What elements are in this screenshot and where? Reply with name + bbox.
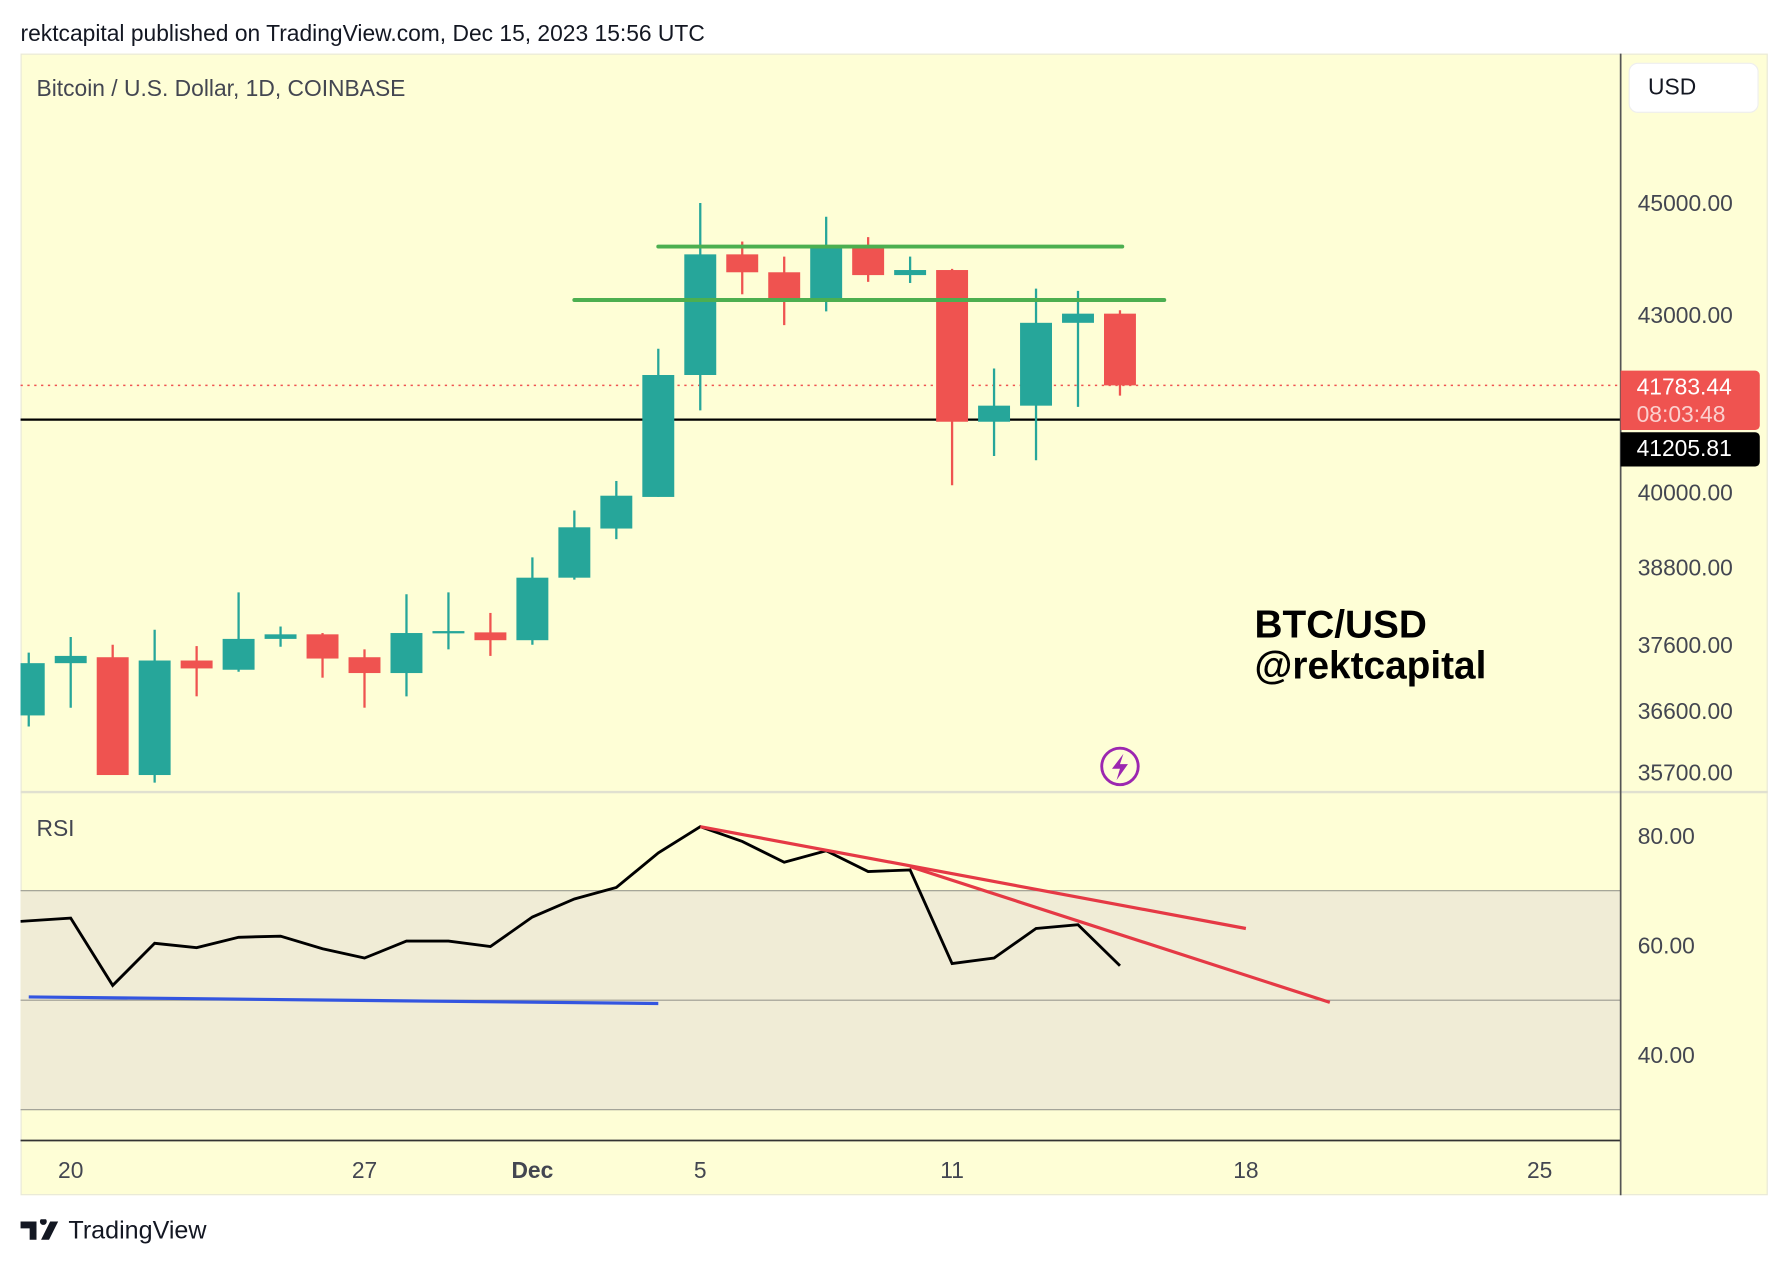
- candle-body: [264, 634, 297, 639]
- tradingview-logo-icon: [20, 1219, 59, 1240]
- candle-body: [726, 254, 759, 273]
- candle-2023-11-21: [96, 644, 129, 776]
- rsi-trendline-blue: [28, 995, 659, 1006]
- candle-2023-11-26: [306, 633, 339, 678]
- candle-body: [768, 272, 801, 300]
- watermark-line1: BTC/USD: [1254, 603, 1427, 647]
- candle-2023-12-07: [768, 256, 801, 326]
- plot-area: [20, 203, 1621, 1111]
- candle-2023-12-15: [1104, 310, 1136, 396]
- symbol-title: Bitcoin / U.S. Dollar, 1D, COINBASE: [36, 76, 406, 102]
- rsi-line: [20, 825, 1121, 988]
- price-tick-label: 38800.00: [1638, 555, 1733, 581]
- lightning-bolt-icon[interactable]: [1100, 746, 1140, 787]
- candle-2023-11-23: [180, 646, 213, 697]
- candle-body: [936, 270, 969, 422]
- candle-2023-11-25: [264, 626, 297, 647]
- price-tick-label: 43000.00: [1638, 302, 1733, 328]
- candle-body: [600, 495, 633, 529]
- time-tick-label: 18: [1233, 1157, 1258, 1183]
- candle-body: [306, 634, 339, 659]
- candle-body: [642, 374, 675, 497]
- rsi-tick-label: 40.00: [1638, 1042, 1695, 1068]
- candle-body: [978, 405, 1011, 422]
- candle-body: [180, 660, 213, 669]
- rsi-tick-label: 60.00: [1638, 932, 1695, 958]
- candle-body: [894, 270, 927, 276]
- time-tick-label: 11: [940, 1157, 964, 1183]
- candle-body: [558, 527, 591, 578]
- time-tick-label: 27: [352, 1157, 377, 1183]
- candle-2023-11-20: [54, 636, 87, 708]
- last-price-label: 41783.44 08:03:48: [1620, 370, 1760, 430]
- rsi-tick-label: 80.00: [1638, 823, 1695, 849]
- candle-2023-11-29: [432, 592, 465, 650]
- price-tick-label: 37600.00: [1638, 632, 1733, 658]
- candle-2023-11-28: [390, 594, 423, 697]
- candle-2023-12-08: [810, 216, 843, 312]
- time-tick-label: Dec: [511, 1157, 553, 1183]
- candle-2023-12-11: [936, 268, 969, 486]
- candle-2023-12-12: [978, 368, 1011, 457]
- currency-button[interactable]: USD: [1628, 62, 1759, 113]
- rsi-trendline-red: [699, 825, 1247, 931]
- candle-2023-12-14: [1062, 290, 1094, 407]
- candle-body: [96, 657, 129, 776]
- price-tick-label: 36600.00: [1638, 698, 1733, 724]
- candle-2023-12-01: [516, 557, 549, 645]
- candle-body: [348, 657, 381, 674]
- candle-body: [222, 638, 255, 670]
- candle-body: [390, 633, 423, 674]
- alert-bolt: [1111, 753, 1128, 781]
- horizontal-line-price-label: 41205.81: [1620, 432, 1760, 467]
- alert-circle: [1100, 746, 1140, 787]
- time-tick-label: 20: [58, 1157, 83, 1183]
- candle-body: [1062, 313, 1094, 323]
- candle-body: [474, 632, 507, 641]
- candle-2023-11-27: [348, 649, 381, 708]
- candle-2023-11-24: [222, 592, 255, 672]
- time-tick-label: 25: [1527, 1157, 1552, 1183]
- publish-header: rektcapital published on TradingView.com…: [20, 21, 705, 47]
- candle-body: [138, 660, 171, 776]
- candle-body: [1104, 313, 1136, 386]
- time-tick-label: 5: [694, 1157, 707, 1183]
- price-tick-label: 40000.00: [1638, 480, 1733, 506]
- candle-2023-12-03: [600, 480, 633, 540]
- footer-brand: TradingView: [68, 1215, 207, 1245]
- last-price-value: 41783.44: [1636, 375, 1732, 401]
- bar-countdown: 08:03:48: [1636, 402, 1726, 428]
- candle-body: [1020, 322, 1052, 406]
- candle-body: [432, 631, 465, 634]
- watermark-text: BTC/USD @rektcapital: [1255, 604, 1487, 686]
- candle-body: [852, 247, 885, 276]
- candle-2023-11-19: [20, 652, 45, 727]
- candle-body: [54, 655, 87, 664]
- candle-2023-11-30: [474, 612, 507, 656]
- watermark-line2: @rektcapital: [1254, 644, 1487, 688]
- candle-body: [20, 663, 45, 716]
- tradingview-footer[interactable]: TradingView: [20, 1215, 207, 1246]
- candle-body: [810, 247, 843, 300]
- rsi-pane-title: RSI: [36, 816, 75, 842]
- candle-2023-12-04: [642, 348, 675, 497]
- candle-2023-12-10: [894, 256, 927, 283]
- price-tick-label: 45000.00: [1638, 190, 1733, 216]
- candle-body: [516, 577, 549, 641]
- candle-2023-12-13: [1020, 288, 1052, 461]
- candle-2023-11-22: [138, 629, 171, 783]
- candle-2023-12-09: [852, 237, 885, 282]
- price-tick-label: 35700.00: [1638, 759, 1733, 785]
- candle-body: [684, 254, 717, 375]
- candle-2023-12-06: [726, 241, 759, 295]
- candle-2023-12-05: [684, 203, 717, 411]
- rsi-trendline-red: [909, 865, 1331, 1004]
- candle-2023-12-02: [558, 510, 591, 580]
